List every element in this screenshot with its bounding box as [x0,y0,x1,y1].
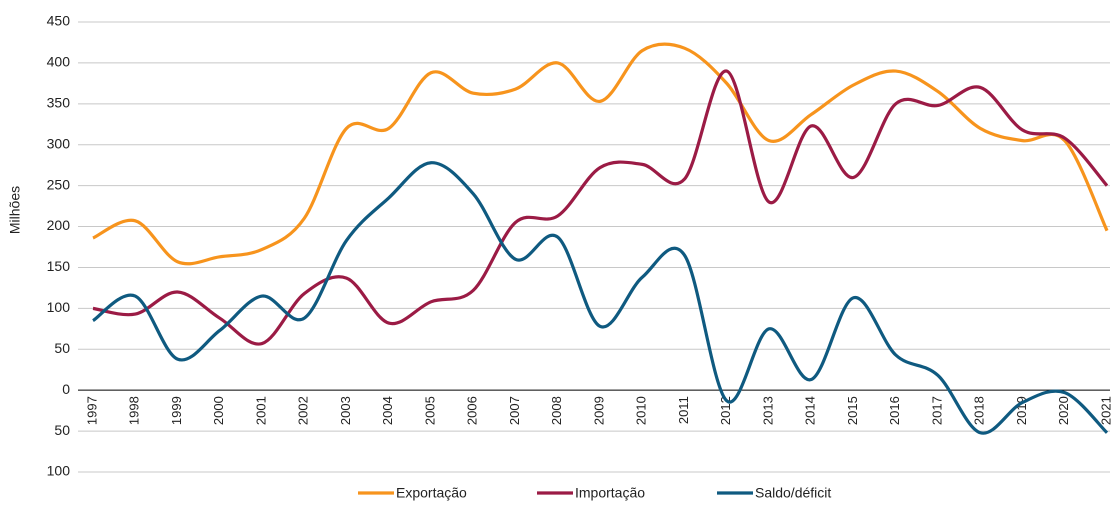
x-tick-label: 2020 [1056,396,1071,425]
y-tick-label: 100 [47,463,71,479]
x-tick-label: 2001 [253,396,268,425]
legend-label: Saldo/déficit [755,485,831,501]
y-tick-label: 150 [47,258,71,274]
y-tick-label: 100 [47,299,71,315]
x-tick-label: 2011 [676,396,691,424]
x-tick-label: 2000 [211,396,226,425]
x-tick-label: 2016 [887,396,902,425]
x-tick-label: 1997 [84,396,99,425]
y-tick-label: 450 [47,13,71,29]
y-tick-label: 300 [47,135,71,151]
x-tick-label: 2006 [465,396,480,425]
x-tick-label: 1999 [169,396,184,425]
line-series [92,42,1109,266]
x-tick-label: 2005 [422,396,437,425]
y-tick-label: 0 [62,381,70,397]
x-tick-label: 2003 [338,396,353,425]
x-tick-label: 2002 [296,396,311,425]
line-series [92,161,1109,435]
x-tick-label: 2019 [1014,396,1029,425]
x-tick-label: 2015 [845,396,860,425]
x-tick-label: 2004 [380,396,395,425]
x-tick-label: 2014 [803,396,818,425]
x-tick-label: 2009 [591,396,606,425]
y-tick-label: 350 [47,95,71,111]
x-tick-label: 2017 [929,396,944,425]
x-tick-label: 2018 [972,396,987,425]
y-tick-label: 200 [47,217,71,233]
y-axis-title: Milhões [7,186,23,234]
y-tick-label: 250 [47,176,71,192]
x-tick-label: 1998 [127,396,142,425]
x-tick-label: 2008 [549,396,564,425]
y-tick-label: 400 [47,54,71,70]
x-tick-label: 2010 [634,396,649,425]
y-tick-label: 50 [54,422,70,438]
line-series [92,69,1109,346]
x-tick-label: 2013 [760,396,775,425]
x-tick-label: 2007 [507,396,522,425]
legend-label: Exportação [396,485,467,501]
legend-label: Importação [575,485,645,501]
x-tick-label: 2021 [1098,396,1113,425]
y-tick-label: 50 [54,340,70,356]
